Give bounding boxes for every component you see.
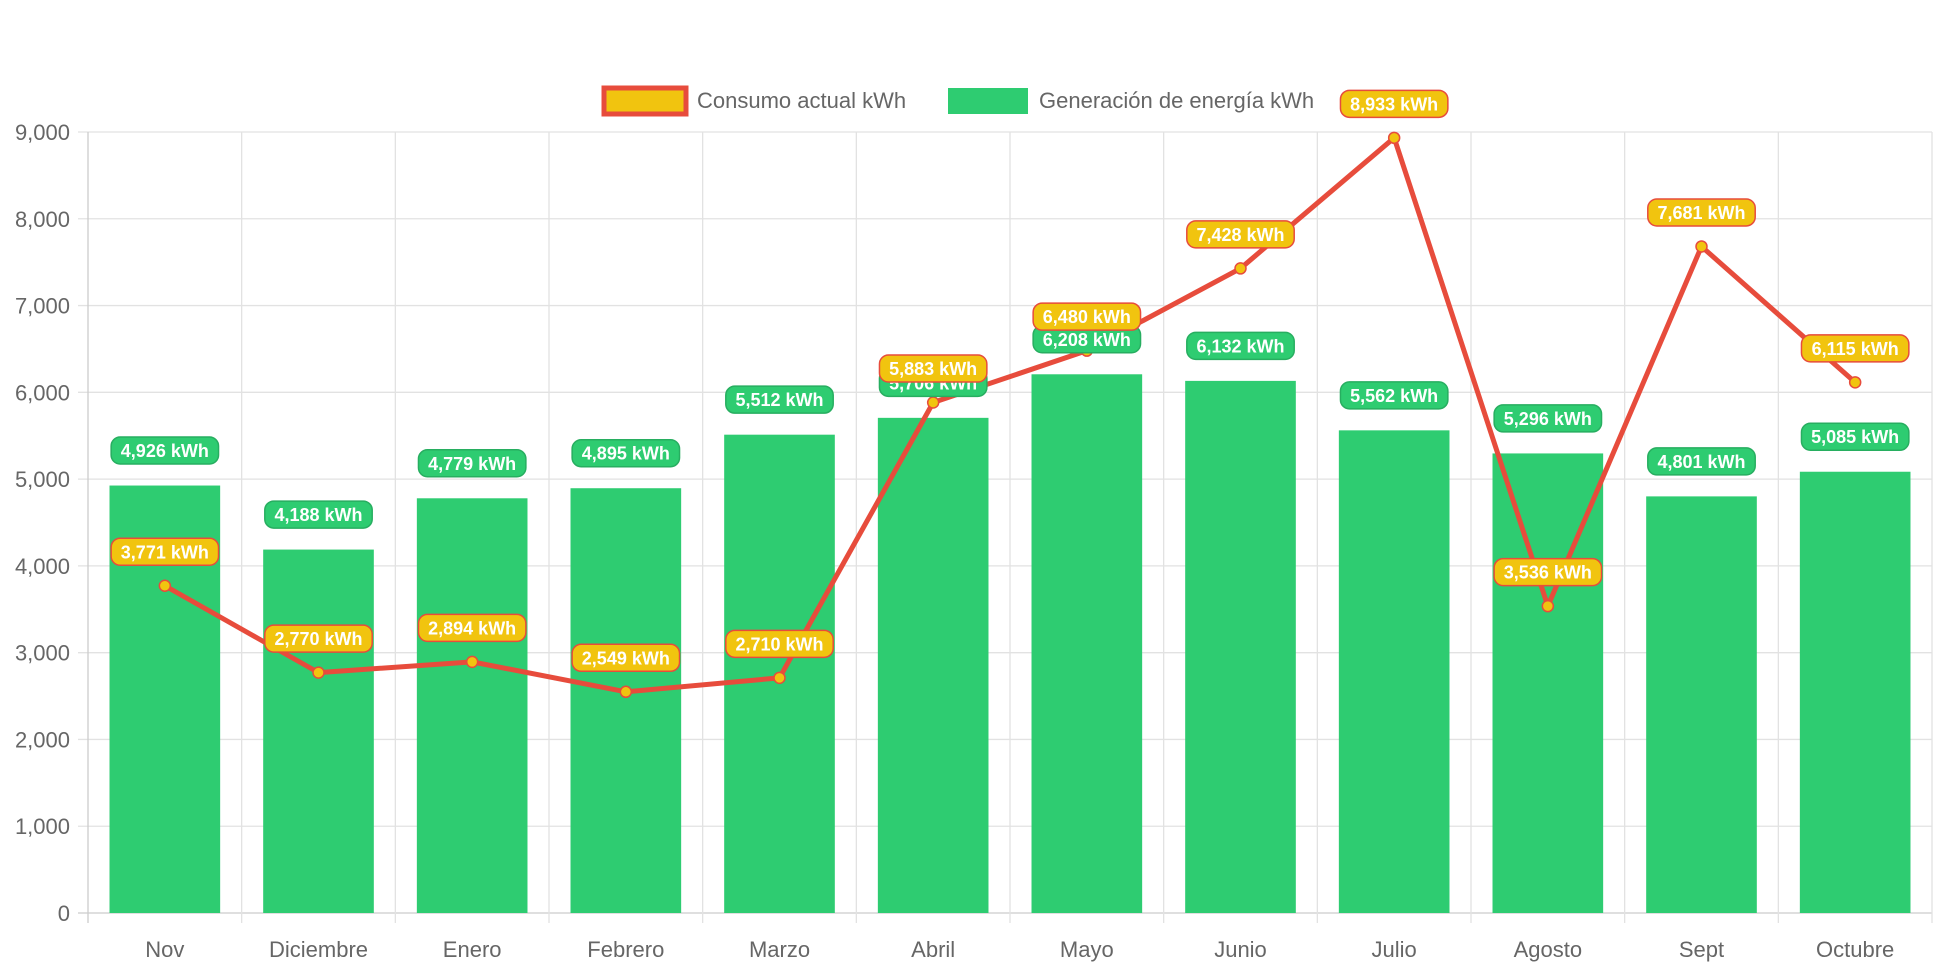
bar-Diciembre[interactable] xyxy=(263,549,374,913)
svg-text:2,770 kWh: 2,770 kWh xyxy=(274,629,362,649)
legend-swatch-consumo[interactable] xyxy=(601,85,689,117)
x-tick-label: Julio xyxy=(1372,937,1417,962)
x-tick-label: Nov xyxy=(145,937,184,962)
bar-data-label: 6,132 kWh xyxy=(1186,331,1295,361)
svg-text:5,512 kWh: 5,512 kWh xyxy=(735,390,823,410)
line-data-label: 3,771 kWh xyxy=(110,537,220,567)
svg-text:3,771 kWh: 3,771 kWh xyxy=(121,542,209,562)
svg-text:4,895 kWh: 4,895 kWh xyxy=(582,444,670,464)
bar-data-label: 4,926 kWh xyxy=(110,436,220,465)
x-tick-label: Diciembre xyxy=(269,937,368,962)
x-tick-label: Agosto xyxy=(1514,937,1583,962)
svg-text:2,894 kWh: 2,894 kWh xyxy=(428,618,516,638)
line-data-label: 2,894 kWh xyxy=(417,613,527,643)
bar-data-label: 4,895 kWh xyxy=(571,438,681,468)
x-tick-label: Sept xyxy=(1679,937,1724,962)
line-data-label: 2,770 kWh xyxy=(264,624,373,653)
svg-text:6,115 kWh: 6,115 kWh xyxy=(1812,339,1899,359)
svg-text:6,208 kWh: 6,208 kWh xyxy=(1043,330,1131,350)
grid: 0 1,000 2,000 3,000 4,000 5,000 6,000 7,000 8,00… xyxy=(15,120,1933,962)
line-point-Sept[interactable] xyxy=(1695,240,1708,253)
y-tick-label: 4,000 xyxy=(15,554,70,579)
line-point-Octubre[interactable] xyxy=(1848,376,1862,389)
x-tick-label: Febrero xyxy=(587,937,664,962)
line-data-label: 6,115 kWh xyxy=(1800,334,1910,363)
svg-text:4,188 kWh: 4,188 kWh xyxy=(274,505,362,525)
x-tick-label: Enero xyxy=(443,937,502,962)
bar-data-label: 5,512 kWh xyxy=(725,385,834,414)
x-tick-label: Octubre xyxy=(1816,937,1894,962)
line-data-label: 8,933 kWh xyxy=(1339,89,1449,119)
line-point-Diciembre[interactable] xyxy=(312,666,325,679)
svg-text:5,085 kWh: 5,085 kWh xyxy=(1811,427,1899,447)
line-data-label: 7,428 kWh xyxy=(1186,220,1295,249)
bars xyxy=(109,374,1911,913)
legend-label-generacion[interactable]: Generación de energía kWh xyxy=(1039,88,1314,113)
bar-data-label: 5,296 kWh xyxy=(1493,404,1603,433)
bar-data-label: 4,779 kWh xyxy=(417,449,527,478)
y-tick-label: 8,000 xyxy=(15,207,70,232)
line-data-label: 2,710 kWh xyxy=(725,629,834,659)
bar-Enero[interactable] xyxy=(416,498,528,913)
svg-text:4,926 kWh: 4,926 kWh xyxy=(121,441,209,461)
svg-text:8,933 kWh: 8,933 kWh xyxy=(1350,94,1438,114)
line-point-Junio[interactable] xyxy=(1234,262,1247,275)
bar-data-label: 6,208 kWh xyxy=(1032,325,1142,354)
bar-Agosto[interactable] xyxy=(1492,453,1604,913)
bar-Octubre[interactable] xyxy=(1799,471,1911,913)
svg-text:7,681 kWh: 7,681 kWh xyxy=(1657,203,1745,223)
bar-data-label: 5,562 kWh xyxy=(1339,381,1449,410)
line-data-label: 5,883 kWh xyxy=(878,354,988,383)
consumo-line xyxy=(163,135,1857,695)
y-tick-label: 9,000 xyxy=(15,120,70,145)
line-point-Julio[interactable] xyxy=(1387,131,1401,145)
legend-label-consumo[interactable]: Consumo actual kWh xyxy=(697,88,906,113)
svg-text:4,779 kWh: 4,779 kWh xyxy=(428,454,516,474)
line-point-Enero[interactable] xyxy=(465,655,479,669)
svg-text:6,480 kWh: 6,480 kWh xyxy=(1043,307,1131,327)
y-tick-label: 6,000 xyxy=(15,380,70,405)
bar-data-label: 4,801 kWh xyxy=(1647,447,1756,476)
svg-text:7,428 kWh: 7,428 kWh xyxy=(1196,225,1284,245)
bar-data-label: 4,188 kWh xyxy=(264,500,373,529)
svg-text:5,562 kWh: 5,562 kWh xyxy=(1350,386,1438,406)
svg-text:2,549 kWh: 2,549 kWh xyxy=(582,648,670,668)
svg-text:2,710 kWh: 2,710 kWh xyxy=(735,634,823,654)
y-tick-label: 1,000 xyxy=(15,814,70,839)
y-tick-label: 7,000 xyxy=(15,294,70,319)
x-tick-label: Mayo xyxy=(1060,937,1114,962)
legend[interactable]: Consumo actual kWh Generación de energía… xyxy=(601,85,1314,117)
x-tick-label: Junio xyxy=(1214,937,1267,962)
svg-text:4,801 kWh: 4,801 kWh xyxy=(1657,452,1745,472)
svg-text:5,296 kWh: 5,296 kWh xyxy=(1504,409,1592,429)
line-data-label: 7,681 kWh xyxy=(1647,198,1756,227)
y-tick-label: 5,000 xyxy=(15,467,70,492)
bar-Mayo[interactable] xyxy=(1031,374,1143,913)
bar-data-label: 5,085 kWh xyxy=(1800,422,1910,451)
x-tick-label: Abril xyxy=(911,937,955,962)
bar-Sept[interactable] xyxy=(1646,496,1757,913)
data-labels: 4,926 kWh 4,188 kWh 4,779 kWh 4,895 kWh 5,51… xyxy=(110,89,1910,673)
x-tick-label: Marzo xyxy=(749,937,810,962)
bar-Julio[interactable] xyxy=(1338,430,1450,913)
line-point-Nov[interactable] xyxy=(158,579,172,593)
svg-text:5,883 kWh: 5,883 kWh xyxy=(889,359,977,379)
line-point-Febrero[interactable] xyxy=(619,685,633,699)
y-tick-label: 2,000 xyxy=(15,727,70,752)
bar-Abril[interactable] xyxy=(877,417,989,913)
line-data-label: 6,480 kWh xyxy=(1032,302,1142,331)
svg-text:3,536 kWh: 3,536 kWh xyxy=(1504,563,1592,583)
bar-Febrero[interactable] xyxy=(570,488,682,913)
line-point-Marzo[interactable] xyxy=(773,671,786,685)
line-point-Abril[interactable] xyxy=(926,396,940,409)
line-data-label: 3,536 kWh xyxy=(1493,557,1603,587)
line-data-label: 2,549 kWh xyxy=(571,643,681,673)
y-tick-label: 0 xyxy=(58,901,70,926)
legend-swatch-generacion[interactable] xyxy=(948,88,1028,114)
line-point-Agosto[interactable] xyxy=(1541,599,1555,613)
svg-text:6,132 kWh: 6,132 kWh xyxy=(1196,336,1284,356)
y-tick-label: 3,000 xyxy=(15,641,70,666)
bar-Junio[interactable] xyxy=(1185,380,1296,913)
